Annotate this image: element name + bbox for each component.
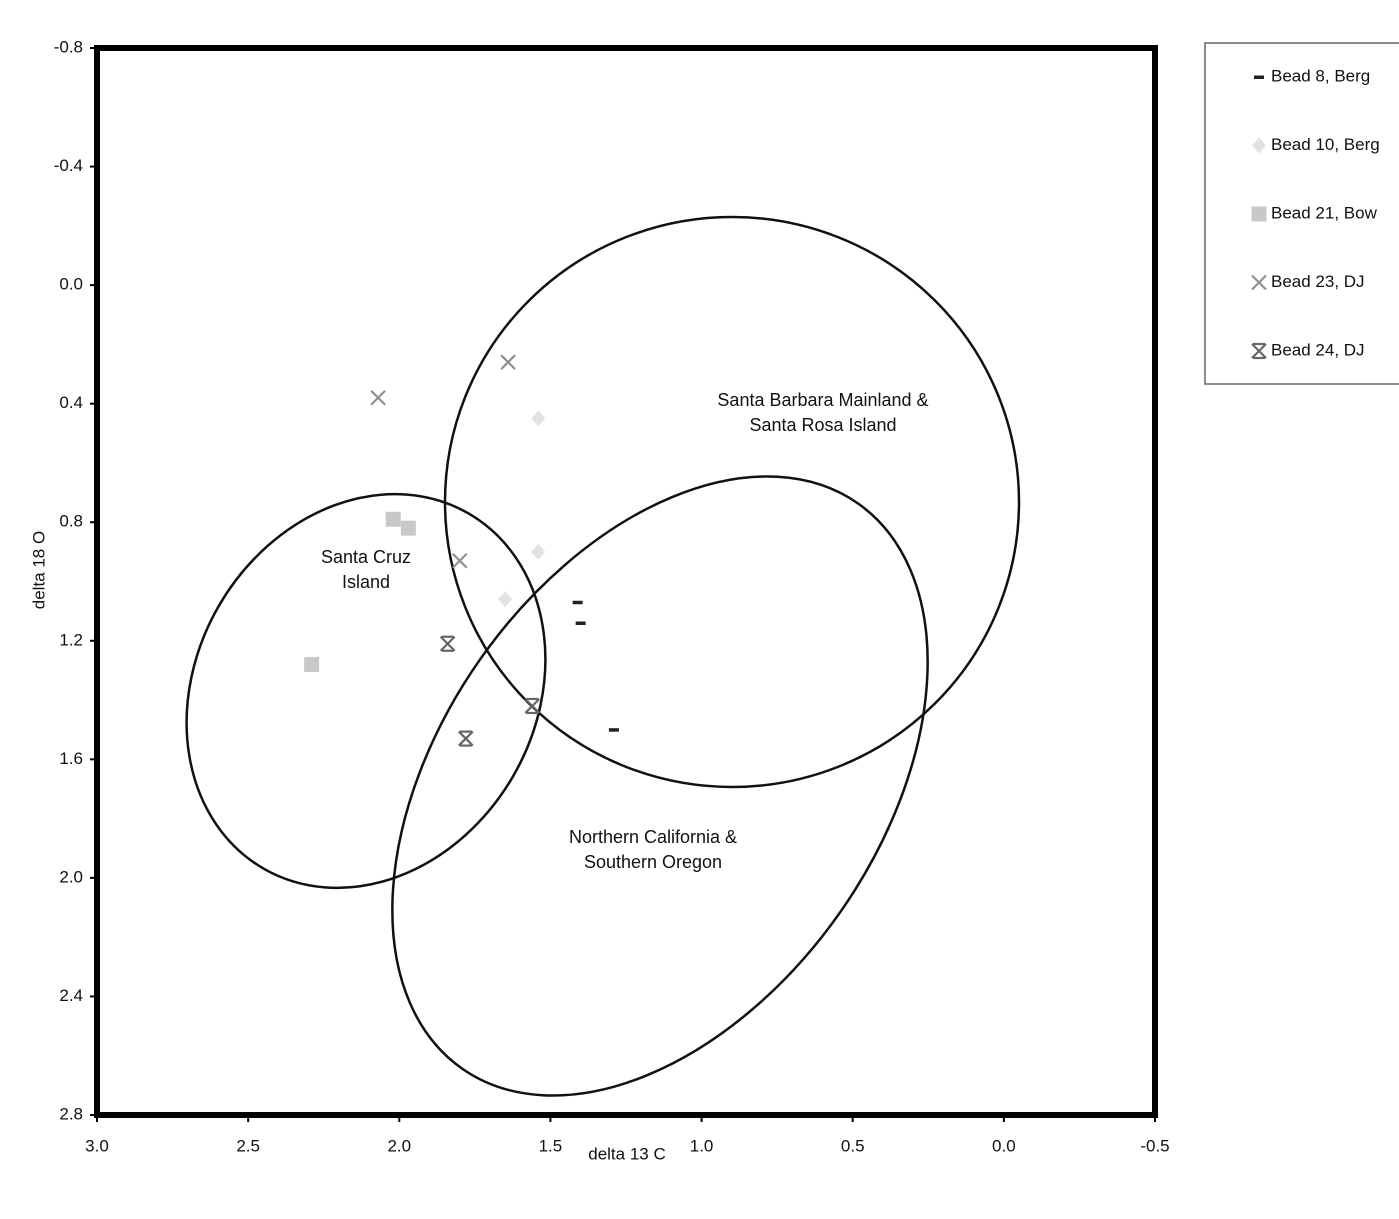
data-point [572,600,583,605]
x-tick-label: 2.0 [387,1136,411,1155]
x-tick-label: 3.0 [85,1136,109,1155]
y-tick-label: 2.0 [59,867,83,886]
legend-marker [1254,75,1264,79]
legend-marker [1252,137,1266,154]
data-point [531,543,546,560]
data-point-shape [531,410,546,427]
annotation: Santa Barbara Mainland & [717,390,928,410]
x-tick-label: 0.5 [841,1136,865,1155]
data-point [500,354,516,370]
legend-marker-shape [1254,75,1264,79]
legend-marker-shape [1251,206,1267,222]
data-point-shape [385,511,401,527]
annotation: Southern Oregon [584,852,722,872]
data-point [385,511,401,527]
data-point-shape [400,520,416,536]
legend-label: Bead 8, Berg [1271,66,1370,85]
region-outlines [185,215,1021,1097]
y-tick-label: 2.4 [59,986,83,1005]
annotation: Santa Rosa Island [749,415,896,435]
legend-marker-stroke [1251,274,1267,291]
data-point [370,389,386,406]
data-point-shape [572,600,583,605]
y-tick-label: 0.0 [59,275,83,294]
data-point [458,730,474,747]
y-tick-label: -0.4 [54,156,83,175]
legend-label: Bead 21, Bow [1271,203,1378,222]
data-point-stroke [458,730,474,747]
x-tick-label: 1.5 [539,1136,563,1155]
data-point-stroke [524,698,541,714]
data-point [531,410,546,427]
legend-label: Bead 24, DJ [1271,340,1365,359]
region-ellipse [185,492,547,890]
y-tick-label: 1.6 [59,749,83,768]
data-point-shape [498,591,513,608]
data-point [400,520,416,536]
data-point-stroke [451,552,468,569]
y-tick-label: 1.2 [59,630,83,649]
annotation: Island [342,572,390,592]
y-tick-label: 0.4 [59,393,83,412]
region-ellipse [443,215,1021,789]
legend-label: Bead 23, DJ [1271,272,1365,291]
data-point [451,552,468,569]
data-point-stroke [439,635,456,652]
y-tick-label: 2.8 [59,1104,83,1123]
plot-frame [94,45,1158,1118]
legend-marker [1251,274,1267,291]
x-tick-label: 0.0 [992,1136,1016,1155]
data-point [524,697,541,715]
data-point [439,635,456,652]
x-tick-label: -0.5 [1140,1136,1169,1155]
data-point-shape [608,728,619,732]
y-tick-label: -0.8 [54,37,83,56]
data-point [575,621,586,625]
data-point-shape [575,621,586,625]
legend-marker-stroke [1251,343,1267,359]
legend-marker [1251,342,1267,360]
annotation: Northern California & [569,827,737,847]
annotation: Santa Cruz [321,547,411,567]
legend-marker [1251,206,1267,222]
data-point-shape [304,656,320,672]
legend-marker-shape [1252,137,1266,154]
data-point-stroke [500,354,516,370]
x-tick-label: 1.0 [690,1136,714,1155]
x-tick-label: 2.5 [236,1136,260,1155]
data-point-shape [531,543,546,560]
data-point [608,728,619,732]
region-ellipse [391,475,929,1097]
y-axis-title: delta 18 O [29,531,48,609]
data-point [498,591,513,608]
data-point [304,656,320,672]
y-tick-label: 0.8 [59,512,83,531]
legend-label: Bead 10, Berg [1271,135,1380,154]
data-point-stroke [370,389,386,406]
legend-box [1204,42,1399,385]
x-axis-title: delta 13 C [588,1144,666,1163]
